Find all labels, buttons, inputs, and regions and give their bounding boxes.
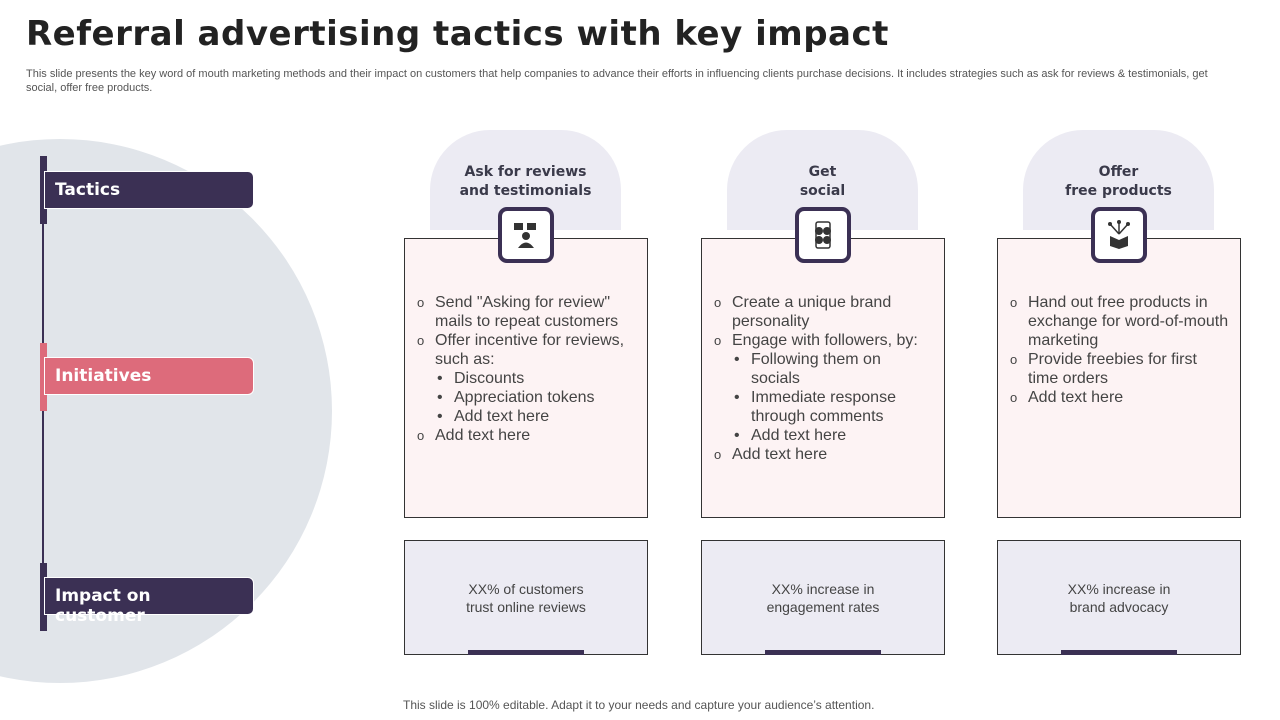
page-subtitle: This slide presents the key word of mout… <box>26 68 1208 94</box>
timeline-marker <box>40 343 47 411</box>
tactic-title: Ask for reviews <box>464 164 587 180</box>
footer-note: This slide is 100% editable. Adapt it to… <box>403 698 875 712</box>
impact-card: XX% increase in brand advocacy <box>997 540 1241 655</box>
impact-accent-bar <box>765 650 881 655</box>
initiative-item: Offer incentive for reviews, such as: <box>415 331 637 369</box>
row-label-tactics: Tactics <box>44 171 254 209</box>
impact-accent-bar <box>468 650 584 655</box>
initiative-item: Immediate response through comments <box>712 388 934 426</box>
tactic-title: Get <box>808 164 837 180</box>
social-phone-icon <box>795 207 851 263</box>
person-reviews-icon <box>498 207 554 263</box>
initiative-item: Create a unique brand personality <box>712 293 934 331</box>
timeline-marker <box>40 156 47 224</box>
initiatives-card: Hand out free products in exchange for w… <box>997 238 1241 518</box>
initiative-item: Send "Asking for review" mails to repeat… <box>415 293 637 331</box>
initiative-item: Engage with followers, by: <box>712 331 934 350</box>
initiatives-card: Send "Asking for review" mails to repeat… <box>404 238 648 518</box>
tactic-title: Offer <box>1098 164 1139 180</box>
initiative-item: Add text here <box>415 426 637 445</box>
impact-text: XX% of customers <box>468 581 584 597</box>
initiative-item: Appreciation tokens <box>415 388 637 407</box>
row-label-initiatives: Initiatives <box>44 357 254 395</box>
initiative-item: Add text here <box>712 426 934 445</box>
page-title: Referral advertising tactics with key im… <box>26 14 889 54</box>
tactic-title: social <box>799 183 846 199</box>
impact-card: XX% increase in engagement rates <box>701 540 945 655</box>
impact-text: brand advocacy <box>1069 599 1169 615</box>
timeline-marker <box>40 563 47 631</box>
background-circle <box>0 139 332 683</box>
initiative-item: Hand out free products in exchange for w… <box>1008 293 1230 350</box>
tactic-header: Get social <box>727 130 918 230</box>
initiative-item: Provide freebies for first time orders <box>1008 350 1230 388</box>
initiative-item: Add text here <box>1008 388 1230 407</box>
initiative-item: Following them on socials <box>712 350 934 388</box>
impact-text: engagement rates <box>766 599 880 615</box>
tactic-title: and testimonials <box>459 183 592 199</box>
impact-text: XX% increase in <box>771 581 875 597</box>
initiative-item: Add text here <box>712 445 934 464</box>
gift-box-icon <box>1091 207 1147 263</box>
impact-text: trust online reviews <box>466 599 586 615</box>
row-label-impact: Impact on customer <box>44 577 254 626</box>
impact-accent-bar <box>1061 650 1177 655</box>
initiative-item: Add text here <box>415 407 637 426</box>
impact-text: XX% increase in <box>1067 581 1171 597</box>
initiatives-card: Create a unique brand personalityEngage … <box>701 238 945 518</box>
tactic-title: free products <box>1065 183 1172 199</box>
initiative-item: Discounts <box>415 369 637 388</box>
impact-card: XX% of customers trust online reviews <box>404 540 648 655</box>
